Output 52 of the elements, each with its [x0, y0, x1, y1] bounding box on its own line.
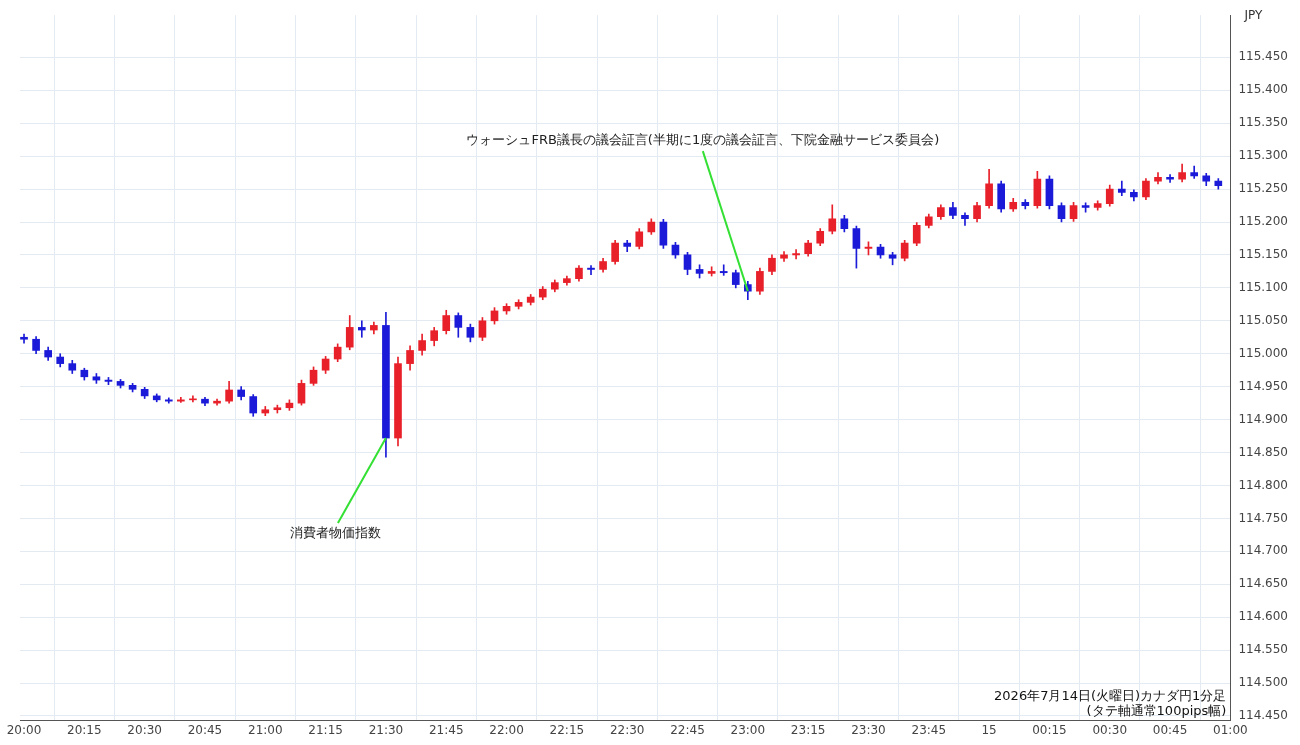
x-tick-label: 15 — [981, 722, 997, 737]
candlestick — [357, 320, 366, 338]
y-tick-label: 115.250 — [1238, 181, 1288, 196]
y-tick-label: 114.600 — [1238, 609, 1288, 624]
x-tick-label: 21:00 — [248, 722, 283, 737]
candlestick — [719, 264, 728, 276]
y-tick-label: 114.750 — [1238, 510, 1288, 525]
x-tick-label: 21:30 — [368, 722, 404, 737]
candlestick — [961, 212, 969, 226]
x-tick-label: 21:45 — [428, 722, 464, 737]
x-tick-label: 22:30 — [609, 722, 645, 737]
y-tick-label: 115.000 — [1238, 345, 1288, 360]
y-tick-label: 114.650 — [1238, 576, 1288, 591]
y-tick-label: 114.800 — [1238, 477, 1288, 492]
annotation: (タテ軸通常100pips幅) — [1086, 702, 1227, 718]
y-tick-label: 114.500 — [1238, 675, 1288, 690]
y-tick-label: 115.400 — [1238, 82, 1288, 97]
y-tick-label: 115.350 — [1238, 115, 1288, 130]
x-tick-label: 00:45 — [1152, 722, 1188, 737]
x-tick-label: 21:15 — [308, 722, 343, 737]
annotation: ウォーシュFRB議長の議会証言(半期に1度の議会証言、下院金融サービス委員会) — [466, 132, 940, 148]
y-tick-label: 114.950 — [1238, 378, 1288, 393]
y-tick-label: 114.450 — [1238, 708, 1288, 723]
x-tick-label: 00:30 — [1092, 722, 1128, 737]
annotation: 消費者物価指数 — [290, 524, 382, 540]
y-tick-label: 114.550 — [1238, 642, 1288, 657]
y-tick-label: 115.450 — [1238, 49, 1288, 64]
y-tick-label: 115.300 — [1238, 148, 1288, 163]
x-tick-label: 23:45 — [911, 722, 947, 737]
x-tick-label: 23:30 — [851, 722, 886, 737]
x-tick-label: 23:15 — [790, 722, 826, 737]
y-tick-label: 115.100 — [1238, 280, 1288, 294]
x-tick-label: 22:00 — [489, 722, 524, 737]
y-tick-label: 115.200 — [1238, 214, 1288, 229]
candlestick — [792, 249, 800, 260]
y-tick-label: 114.700 — [1238, 543, 1288, 558]
x-tick-label: 22:45 — [670, 722, 705, 737]
x-tick-label: 20:45 — [187, 722, 223, 737]
y-axis-title: JPY — [1243, 8, 1263, 23]
x-tick-label: 20:15 — [67, 722, 102, 737]
x-tick-label: 01:00 — [1213, 722, 1248, 737]
y-tick-label: 114.900 — [1238, 411, 1288, 426]
x-tick-label: 20:00 — [6, 722, 42, 737]
annotation: 2026年7月14日(火曜日)カナダ円1分足 — [994, 687, 1227, 703]
candlestick — [587, 265, 595, 276]
y-tick-label: 115.150 — [1238, 247, 1288, 262]
x-tick-label: 22:15 — [549, 722, 585, 737]
x-tick-label: 00:15 — [1032, 722, 1067, 737]
x-tick-label: 20:30 — [127, 722, 162, 737]
x-tick-label: 23:00 — [730, 722, 766, 737]
y-tick-label: 115.050 — [1238, 312, 1288, 327]
y-tick-label: 114.850 — [1238, 444, 1288, 459]
